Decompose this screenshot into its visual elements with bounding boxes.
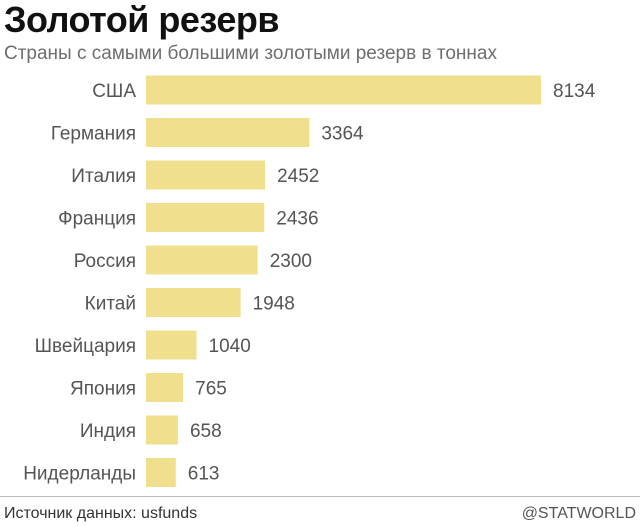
category-label: Германия <box>51 124 136 145</box>
value-label: 1040 <box>209 336 251 357</box>
footer-divider <box>0 496 640 497</box>
value-label: 2452 <box>277 166 319 187</box>
value-label: 8134 <box>553 81 596 102</box>
category-label: Швейцария <box>35 336 136 357</box>
value-label: 2300 <box>270 251 312 272</box>
bar <box>146 458 176 487</box>
bar <box>146 203 265 232</box>
chart-subtitle: Страны с самыми большими золотыми резерв… <box>4 43 497 64</box>
brand-handle: @STATWORLD <box>521 505 636 522</box>
value-label: 1948 <box>253 294 295 315</box>
source-note: Источник данных: usfunds <box>4 505 198 522</box>
bar <box>146 415 178 445</box>
category-label: США <box>92 81 136 102</box>
category-label: Россия <box>74 251 136 272</box>
category-label: Италия <box>71 166 136 187</box>
value-label: 765 <box>195 379 227 400</box>
bar <box>146 118 310 147</box>
category-label: Китай <box>85 294 136 315</box>
category-label: Япония <box>70 379 136 400</box>
bar <box>146 245 258 275</box>
bar <box>146 330 197 360</box>
category-label: Франция <box>58 209 136 230</box>
value-label: 613 <box>188 464 220 485</box>
bar <box>146 75 541 105</box>
chart-title: Золотой резерв <box>4 0 280 40</box>
category-label: Индия <box>80 421 136 442</box>
bar <box>146 160 266 190</box>
value-label: 2436 <box>276 209 318 230</box>
category-label: Нидерланды <box>23 464 136 485</box>
bar <box>146 288 241 317</box>
bar <box>146 373 184 402</box>
value-label: 3364 <box>321 124 364 145</box>
value-label: 658 <box>190 421 222 442</box>
